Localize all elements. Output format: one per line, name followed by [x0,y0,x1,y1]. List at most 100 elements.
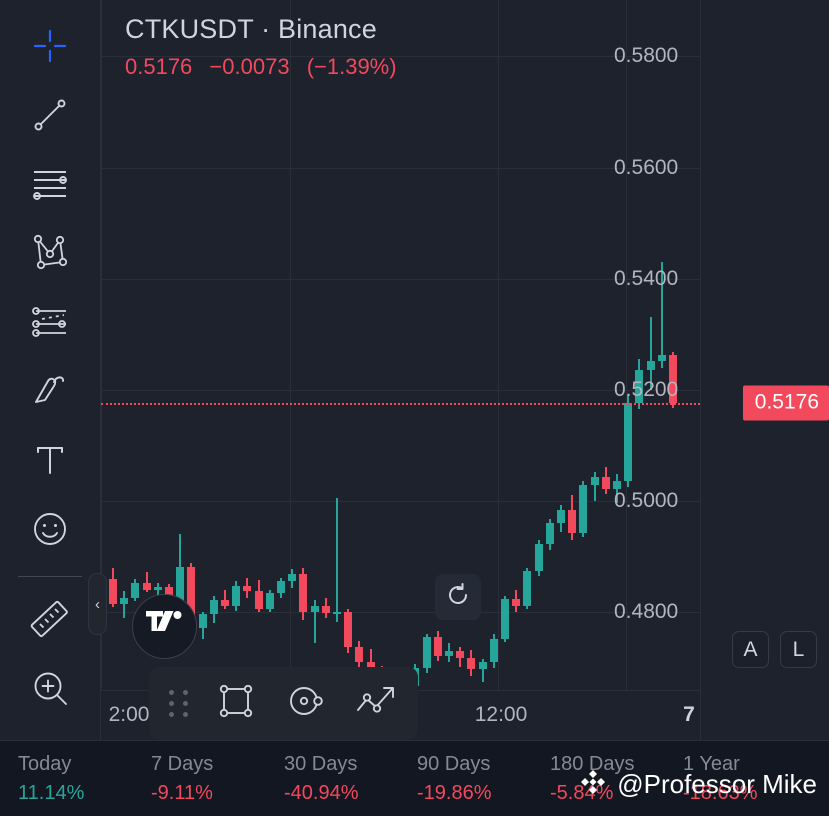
candle-body [355,646,364,663]
candle-body [489,638,498,663]
candlestick [377,0,386,740]
candle-body [433,636,442,656]
trend-line-tool-button[interactable] [22,87,78,143]
watermark-handle: @Professor Mike [617,769,817,799]
stat-label: 7 Days [151,753,214,775]
candle-body [557,509,565,524]
chart-pane[interactable]: CTKUSDT · Binance 0.5176 −0.0073 (−1.39%… [101,0,829,740]
candle-body [669,355,677,404]
candle-body [422,636,431,668]
chart-legend: CTKUSDT · Binance 0.5176 −0.0073 (−1.39%… [125,14,408,80]
stat-cell: 30 Days -40.94% [284,753,417,805]
stat-label: 180 Days [550,753,635,775]
candlestick [501,0,509,740]
candlestick [590,0,599,740]
toolbar-collapse-handle[interactable]: ‹ [88,573,107,635]
chevron-left-icon: ‹ [95,595,100,613]
price-axis[interactable]: 0.5800 0.5600 0.5400 0.5200 0.5000 0.4800 0.51… [614,0,829,740]
candle-body [624,403,633,482]
candle-body [344,612,353,647]
pattern-tool-button[interactable] [22,225,78,281]
change-percent: (−1.39%) [306,54,397,79]
candle-wick [593,472,596,502]
price-axis-tick: 0.5400 [614,266,679,290]
current-price-line [101,403,700,406]
auto-scale-button[interactable]: A [732,631,769,668]
tradingview-logo[interactable] [132,594,197,659]
stat-value: -19.86% [417,782,492,804]
stat-label: 90 Days [417,753,491,775]
candle-body [109,578,117,604]
candlestick [657,0,666,740]
candlestick [120,0,129,740]
candlestick [209,0,218,740]
candle-wick [481,658,484,683]
candlestick [613,0,621,740]
candle-wick [336,497,338,623]
price-axis-tick: 0.5800 [614,44,679,68]
orbit-tool-button[interactable] [278,676,334,732]
reset-chart-button[interactable] [435,574,481,620]
candle-body [456,651,465,658]
candle-body [131,583,140,598]
gridline-vertical [101,0,102,712]
candle-body [467,657,476,669]
candle-body [232,585,241,606]
candlestick [635,0,644,740]
candle-body [243,585,252,592]
candlestick [131,0,140,740]
candle-body [523,571,532,606]
trend-line-icon [31,96,69,134]
candlestick [299,0,308,740]
price-axis-tick: 0.5600 [614,155,679,179]
change-absolute: −0.0073 [209,54,290,79]
stat-label: Today [18,753,72,775]
stat-label: 1 Year [683,753,740,775]
reset-arrow-icon [445,582,471,613]
emoji-tool-button[interactable] [22,501,78,557]
time-axis-tick: 2:00 [108,703,150,726]
brush-icon [30,372,70,410]
candlestick [512,0,521,740]
drag-dots-icon[interactable] [169,690,188,717]
stat-value: -18.63% [683,782,758,804]
binance-diamond-icon [578,767,608,802]
candlestick [557,0,565,740]
shape-tool-button[interactable] [208,676,264,732]
candlestick [310,0,319,740]
candle-wick [313,599,316,644]
measure-tool-button[interactable] [22,591,78,647]
pattern-nodes-icon [30,233,70,273]
candlestick [243,0,252,740]
candle-body [198,614,207,628]
stat-cell: 90 Days -19.86% [417,753,550,805]
text-tool-button[interactable] [22,432,78,488]
candle-body [613,481,621,489]
candlestick [545,0,554,740]
trend-arrow-tool-button[interactable] [348,676,404,732]
candle-wick [224,589,226,609]
candlestick [142,0,151,740]
candle-body [120,597,129,604]
symbol-title: CTKUSDT · Binance [125,14,377,44]
zoom-in-tool-button[interactable] [22,660,78,716]
brush-tool-button[interactable] [22,363,78,419]
stat-value: 11.14% [18,782,85,804]
candlestick [601,0,610,740]
log-scale-button[interactable]: L [780,631,817,668]
candle-body [176,566,185,613]
candlestick [534,0,543,740]
candlestick [288,0,297,740]
candlestick [221,0,229,740]
gann-tool-button[interactable] [22,294,78,350]
fib-retracement-tool-button[interactable] [22,156,78,212]
candlestick [333,0,341,740]
stat-cell: 180 Days -5.84% [550,753,683,805]
current-price-badge[interactable]: 0.5176 [742,385,829,421]
candle-body [254,591,263,609]
circle-orbit-icon [285,681,327,726]
crosshair-tool-button[interactable] [22,18,78,74]
gridline-horizontal [101,167,700,169]
candle-body [288,574,297,582]
